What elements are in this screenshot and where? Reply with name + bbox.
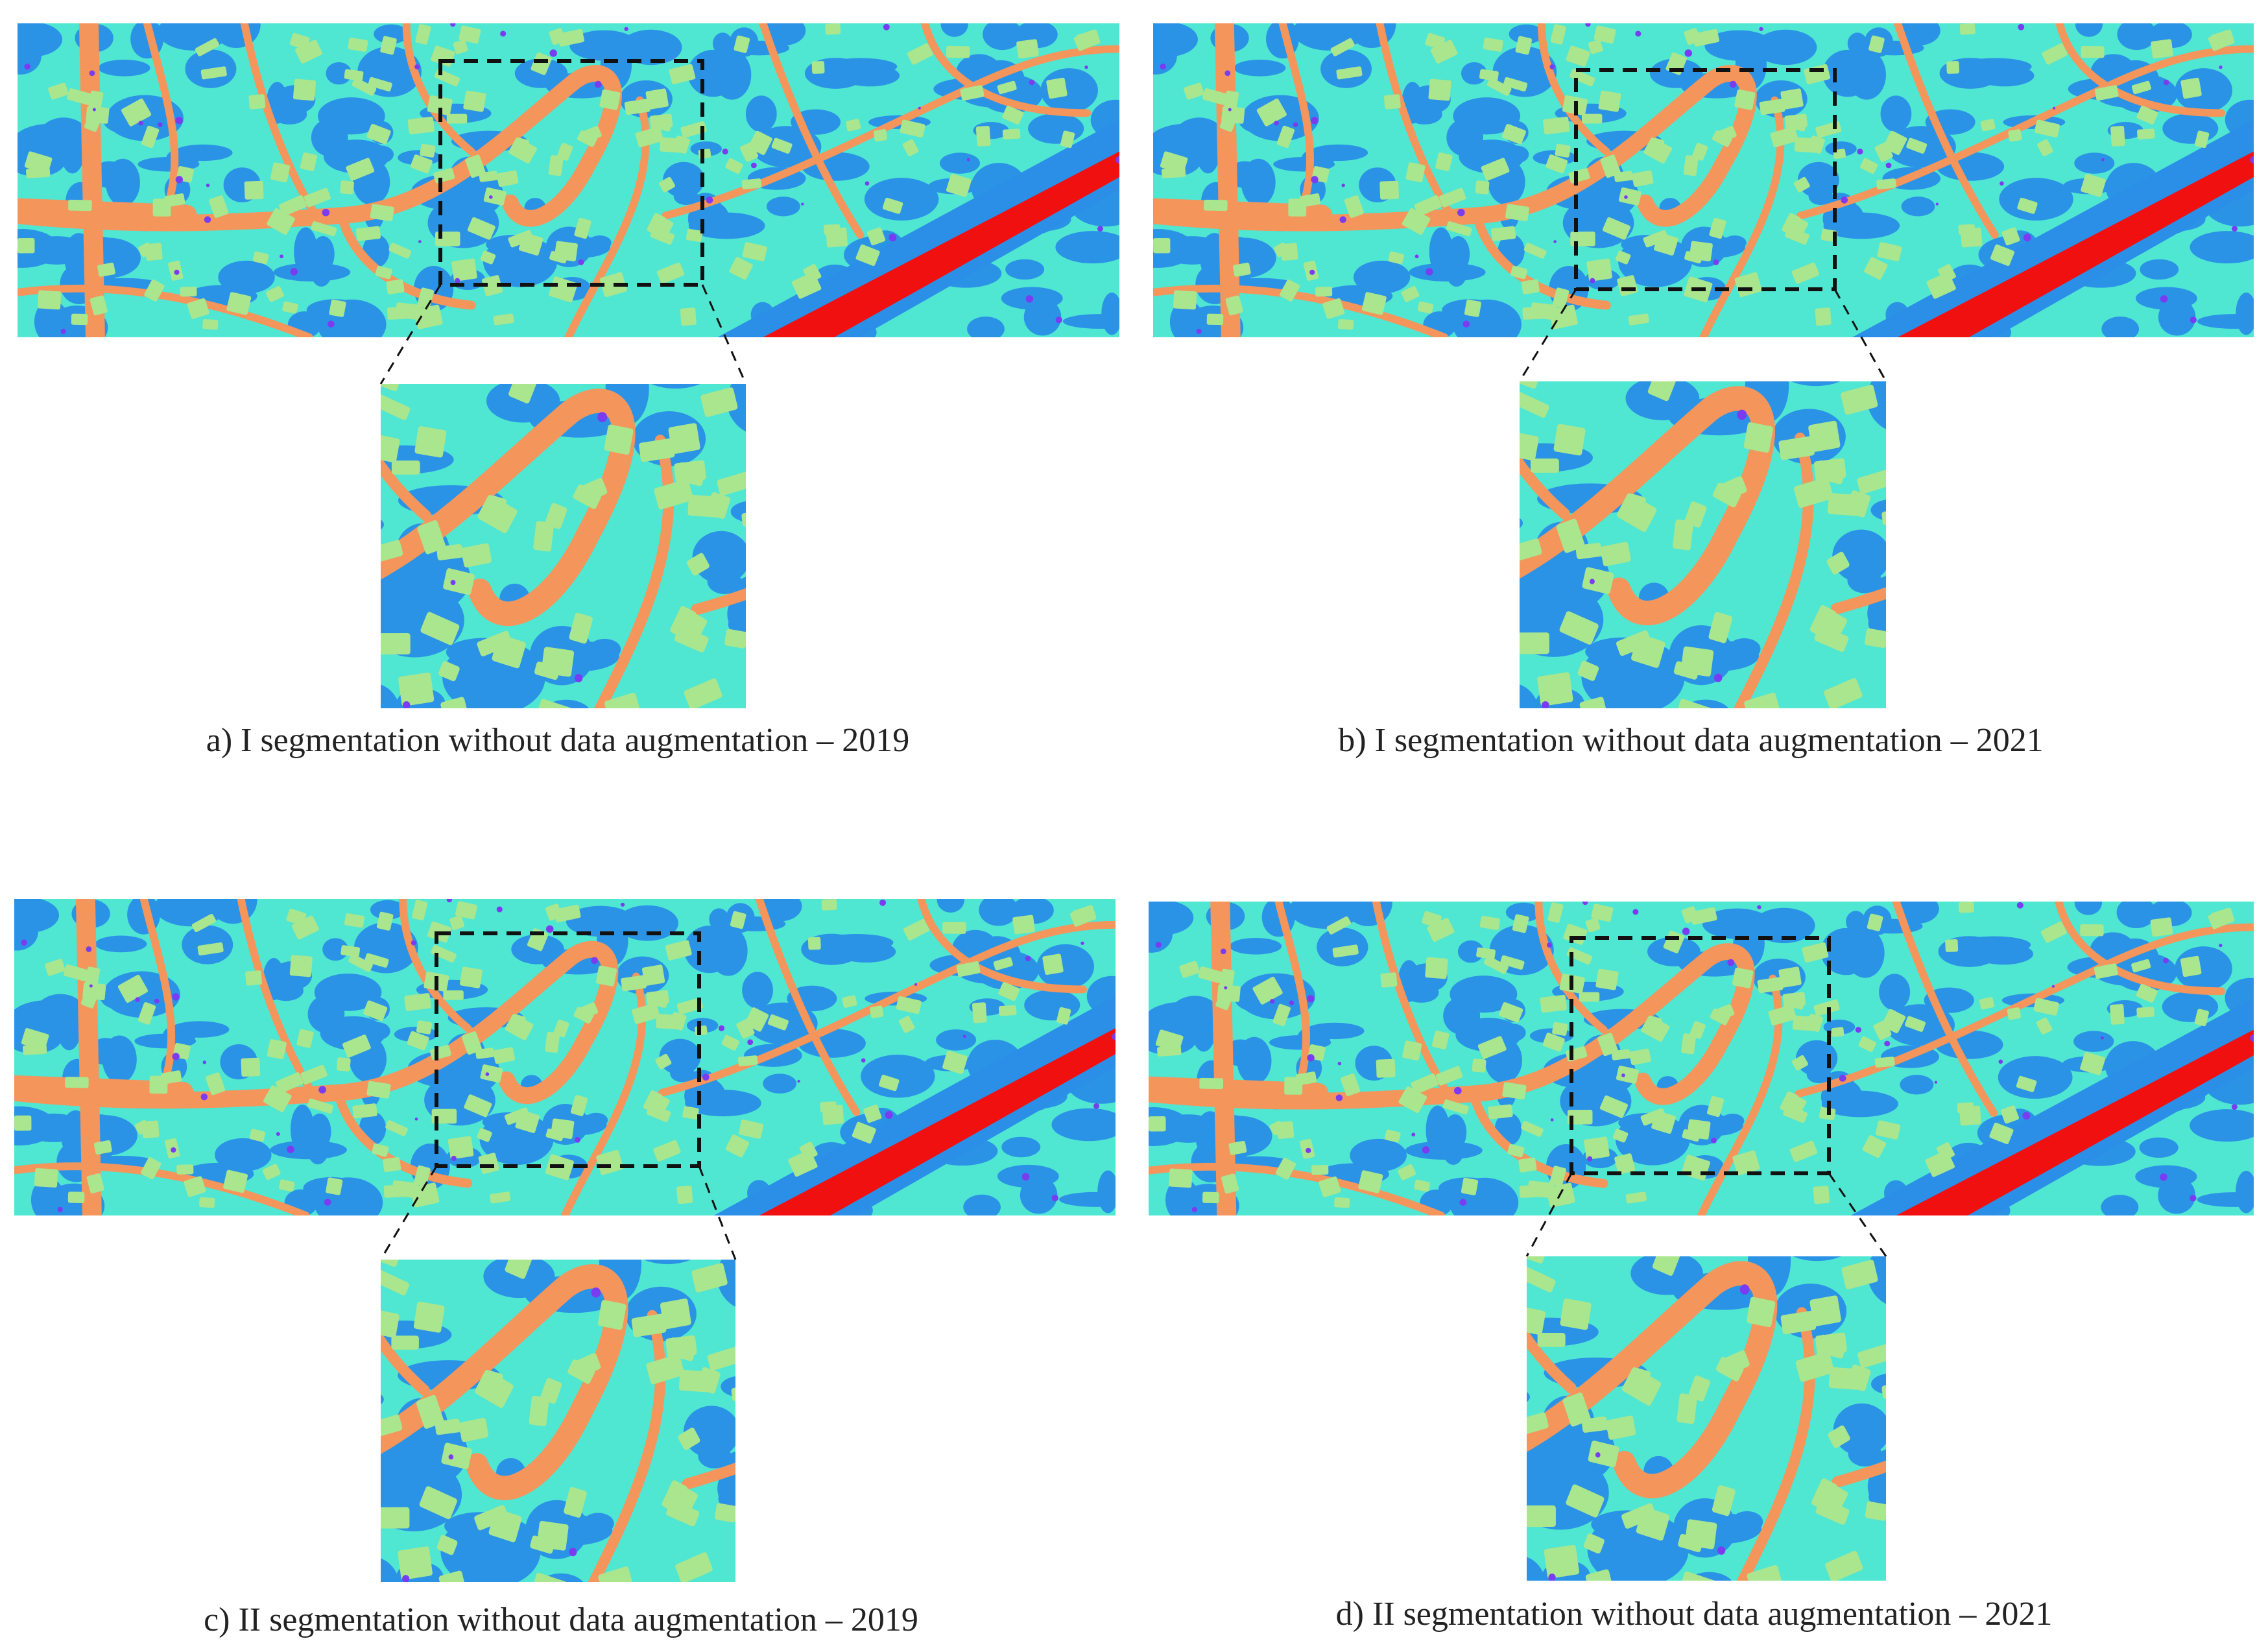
- connector: [1525, 1173, 1573, 1257]
- zoom-box: [1574, 68, 1837, 291]
- map-image: [0, 1171, 1330, 1652]
- caption: d) II segmentation without data augmenta…: [1336, 1596, 2053, 1633]
- connector: [379, 284, 442, 385]
- map-image: [905, 1167, 2268, 1652]
- zoom-map: [0, 1171, 1330, 1652]
- caption: b) I segmentation without data augmentat…: [1338, 722, 2043, 759]
- caption: c) II segmentation without data augmenta…: [204, 1601, 918, 1638]
- segmentation-map: [0, 876, 1137, 1228]
- segmentation-map: [1116, 879, 2268, 1228]
- zoom-box: [1570, 936, 1831, 1175]
- zoom-box: [438, 59, 704, 287]
- zoom-map: [905, 1167, 2268, 1652]
- zoom-box: [435, 931, 701, 1168]
- caption: a) I segmentation without data augmentat…: [206, 722, 910, 759]
- map-image: [1121, 1, 2268, 350]
- map-image: [0, 876, 1137, 1228]
- segmentation-map: [0, 1, 1141, 350]
- map-image: [1116, 879, 2268, 1228]
- segmentation-map: [1121, 1, 2268, 350]
- map-image: [0, 1, 1141, 350]
